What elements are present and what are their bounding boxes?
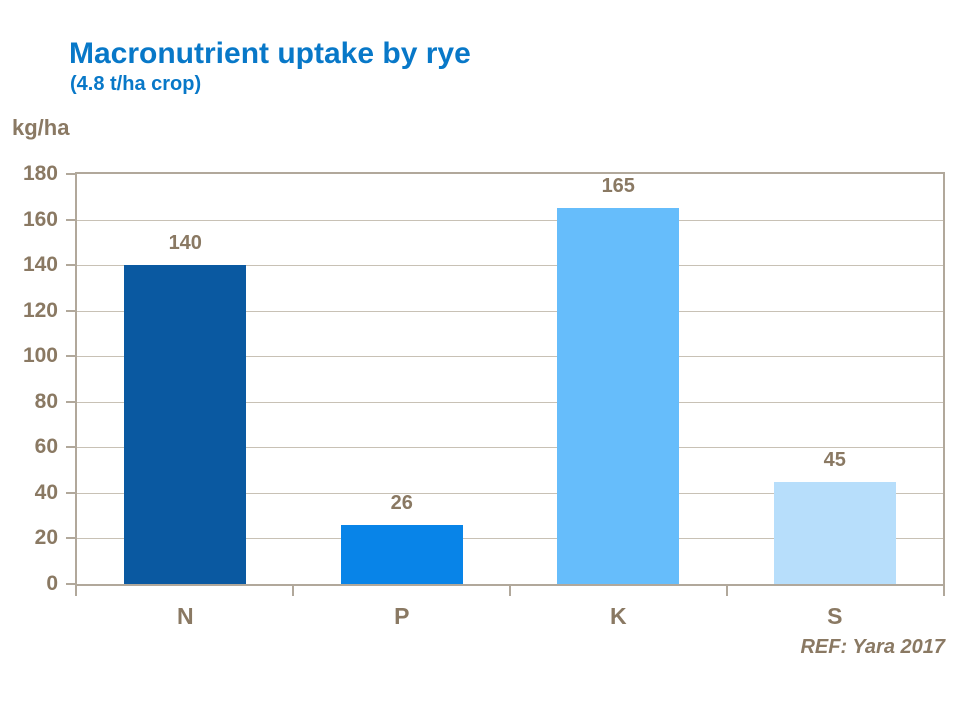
- y-axis-tick-label: 0: [46, 572, 58, 595]
- gridline: [77, 492, 943, 494]
- y-axis-tick-label: 60: [34, 435, 58, 459]
- y-axis-tick: [66, 173, 77, 175]
- y-axis-tick: [66, 537, 77, 540]
- y-axis-tick: [66, 446, 77, 449]
- gridline: [77, 265, 943, 267]
- y-axis-tick: [66, 218, 77, 221]
- y-axis-tick-label: 180: [22, 162, 58, 185]
- y-axis-tick-label: 40: [34, 480, 58, 504]
- x-axis-tick: [509, 586, 511, 596]
- bar-value-label: 165: [601, 175, 635, 198]
- x-axis-tick: [726, 586, 728, 596]
- chart-subtitle: (4.8 t/ha crop): [70, 73, 202, 95]
- bar-P: [340, 524, 463, 584]
- gridline: [77, 219, 943, 221]
- bar-N: [124, 265, 247, 584]
- x-axis-category-label: K: [609, 603, 627, 629]
- bar-S: [773, 481, 896, 584]
- chart-title: Macronutrient uptake by rye: [69, 37, 471, 70]
- reference-text: REF: Yara 2017: [800, 636, 945, 658]
- y-axis-unit-label: kg/ha: [12, 115, 70, 140]
- y-axis-tick-label: 100: [22, 344, 58, 368]
- x-axis-category-label: S: [827, 603, 843, 629]
- x-axis-tick: [292, 586, 294, 596]
- bar-K: [557, 208, 680, 584]
- x-axis-tick: [943, 586, 945, 596]
- x-axis-category-label: P: [394, 603, 410, 629]
- y-axis-tick-label: 160: [22, 207, 58, 231]
- bar-value-label: 26: [390, 491, 413, 514]
- y-axis-tick: [66, 355, 77, 358]
- y-axis-tick: [66, 309, 77, 312]
- gridline: [77, 356, 943, 358]
- y-axis-tick: [66, 491, 77, 494]
- gridline: [77, 447, 943, 449]
- y-axis-tick-label: 80: [34, 389, 58, 413]
- gridline: [77, 401, 943, 403]
- y-axis-tick: [66, 400, 77, 403]
- x-axis-tick: [75, 586, 77, 596]
- x-axis-category-label: N: [176, 603, 194, 629]
- bar-value-label: 45: [823, 448, 846, 471]
- bar-value-label: 140: [168, 232, 202, 255]
- y-axis-tick-label: 120: [22, 298, 58, 322]
- gridline: [77, 310, 943, 312]
- y-axis-tick: [66, 583, 77, 585]
- y-axis-tick: [66, 264, 77, 267]
- y-axis-tick-label: 140: [22, 253, 58, 277]
- gridline: [77, 538, 943, 540]
- y-axis-tick-label: 20: [34, 526, 58, 550]
